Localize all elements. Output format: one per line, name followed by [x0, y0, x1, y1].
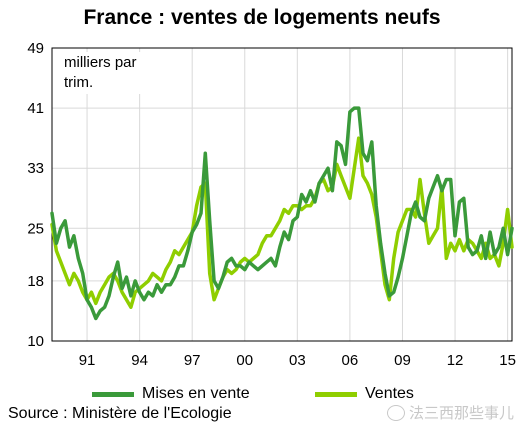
legend-swatch-ventes — [315, 391, 357, 397]
y-tick-label: 49 — [27, 40, 44, 57]
x-tick-label: 06 — [342, 352, 359, 369]
legend-label-mises-en-vente: Mises en vente — [142, 385, 250, 402]
legend-swatch-mises-en-vente — [92, 391, 134, 397]
legend-label-ventes: Ventes — [365, 385, 414, 402]
watermark-text: 法三西那些事儿 — [408, 405, 514, 422]
chart-title: France : ventes de logements neufs — [83, 6, 441, 29]
plot-frame — [51, 47, 513, 342]
axis-ticks: 10 18 25 33 41 49 91 94 97 00 03 06 09 12 15 — [27, 40, 516, 369]
watermark: 法三西那些事儿 — [386, 402, 514, 423]
unit-label-line2: trim. — [64, 74, 93, 91]
y-tick-label: 18 — [27, 273, 44, 290]
y-tick-label: 10 — [27, 333, 44, 350]
x-tick-label: 94 — [131, 352, 148, 369]
series-line-ventes — [50, 136, 514, 309]
x-tick-label: 12 — [447, 352, 464, 369]
x-tick-label: 03 — [289, 352, 306, 369]
x-tick-label: 15 — [499, 352, 516, 369]
x-tick-label: 97 — [184, 352, 201, 369]
y-tick-label: 25 — [27, 220, 44, 237]
source-note: Source : Ministère de l'Ecologie — [8, 405, 232, 422]
series-lines — [50, 106, 514, 321]
y-tick-label: 41 — [27, 100, 44, 117]
y-tick-label: 33 — [27, 160, 44, 177]
legend-item-ventes: Ventes — [315, 384, 414, 404]
x-tick-label: 91 — [79, 352, 96, 369]
legend-item-mises-en-vente: Mises en vente — [92, 384, 250, 404]
unit-label-background — [58, 52, 158, 94]
series-line-mises-en-vente — [50, 106, 514, 321]
x-tick-label: 00 — [236, 352, 253, 369]
x-tick-label: 09 — [394, 352, 411, 369]
unit-label-line1: milliers par — [64, 54, 137, 71]
wechat-icon — [386, 404, 405, 421]
